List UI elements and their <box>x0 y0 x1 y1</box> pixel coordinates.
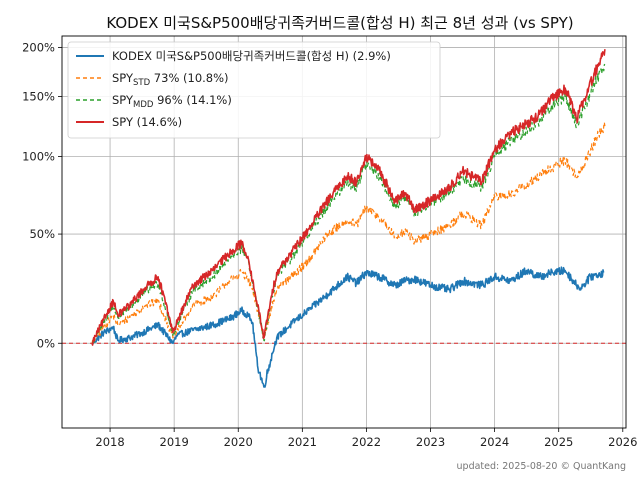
series-line-4 <box>91 49 606 346</box>
axes-frame <box>61 35 627 429</box>
y-tick-label: 100% <box>22 150 55 164</box>
y-tick-label: 200% <box>22 40 55 54</box>
x-tick-label: 2020 <box>224 435 253 449</box>
x-tick-label: 2025 <box>544 435 573 449</box>
series-group <box>91 49 606 388</box>
series-line-1 <box>91 266 605 388</box>
plot-area: 2018 2019 2020 2021 2022 2023 2024 2025 2026 0% 50… <box>22 35 637 449</box>
series-line-2 <box>91 121 606 344</box>
y-tick-label: 50% <box>29 227 55 241</box>
x-tick-label: 2018 <box>95 435 124 449</box>
x-tick-label: 2026 <box>608 435 637 449</box>
x-tick-label: 2022 <box>352 435 381 449</box>
y-tick-label: 150% <box>22 90 55 104</box>
x-tick-label: 2019 <box>160 435 189 449</box>
legend-label-2: SPYSTD 73% (10.8%) <box>112 71 229 88</box>
x-tick-label: 2021 <box>288 435 317 449</box>
footer-credit: updated: 2025-08-20 © QuantKang <box>457 461 626 472</box>
legend: KODEX 미국S&P500배당귀족커버드콜(합성 H) (2.9%) SPYST… <box>67 41 441 139</box>
legend-label-4: SPY (14.6%) <box>112 115 182 129</box>
legend-box <box>67 41 441 139</box>
legend-label-1: KODEX 미국S&P500배당귀족커버드콜(합성 H) (2.9%) <box>112 49 391 63</box>
legend-label-3: SPYMDD 96% (14.1%) <box>112 93 232 110</box>
x-tick-label: 2023 <box>416 435 445 449</box>
chart-title: KODEX 미국S&P500배당귀족커버드콜(합성 H) 최근 8년 성과 (v… <box>106 14 573 32</box>
x-tick-label: 2024 <box>480 435 509 449</box>
y-tick-label: 0% <box>37 336 55 350</box>
